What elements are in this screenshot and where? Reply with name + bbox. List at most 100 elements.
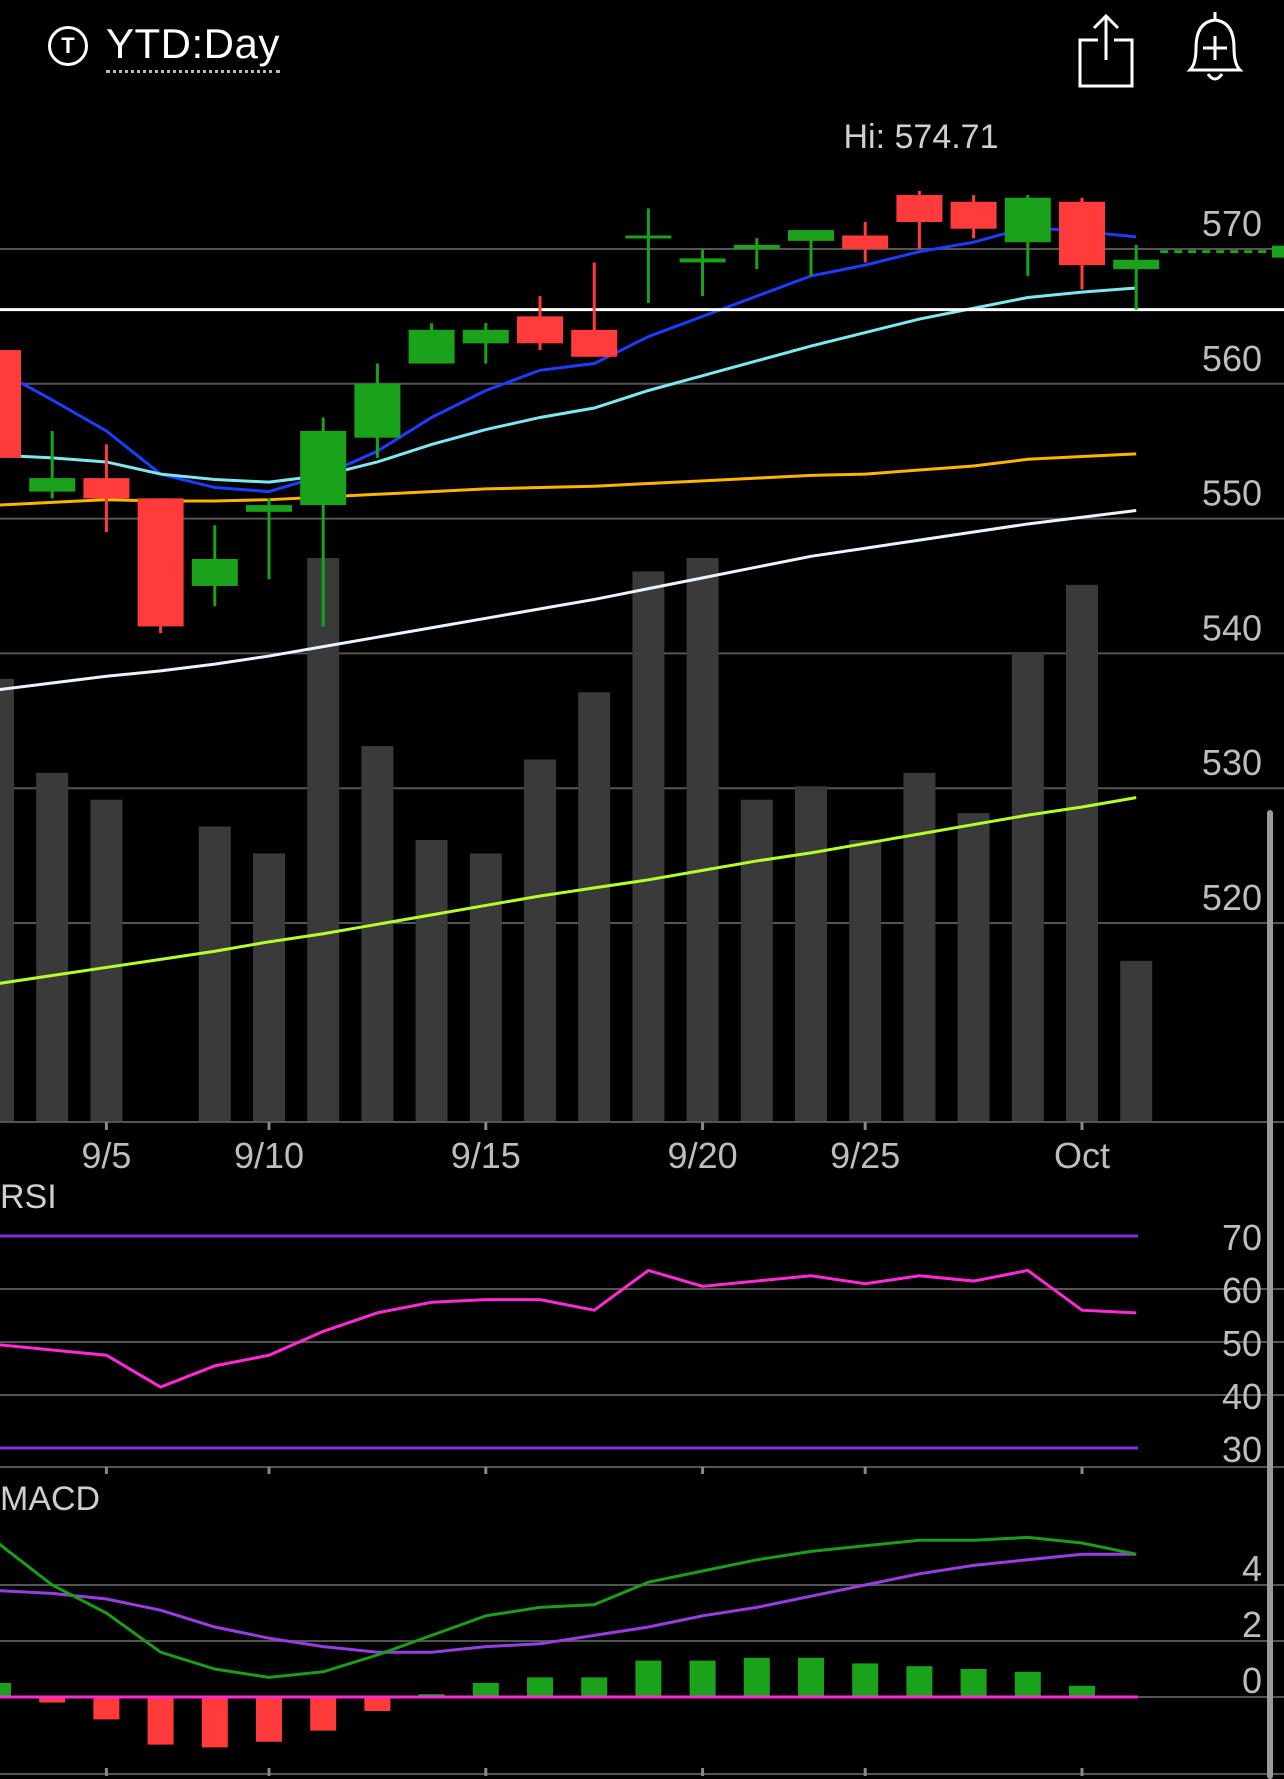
moving-average-line — [0, 452, 1137, 507]
x-axis-label: 9/25 — [830, 1135, 900, 1176]
candle-body — [191, 559, 238, 586]
volume-bar — [415, 840, 448, 1122]
high-price-label: Hi: 574.71 — [844, 118, 999, 156]
candle-body — [137, 498, 184, 627]
volume-bar — [361, 746, 394, 1122]
macd-histogram-bar — [472, 1683, 499, 1697]
macd-histogram-bar — [635, 1660, 662, 1697]
volume-bar — [740, 799, 773, 1122]
macd-title: MACD — [0, 1480, 100, 1518]
t-badge-icon[interactable]: T — [48, 26, 88, 66]
macd-histogram-bar — [689, 1660, 716, 1697]
volume-bar — [795, 786, 827, 1122]
candle-body — [1004, 197, 1051, 243]
volume-bar — [36, 772, 69, 1122]
rsi-axis-label: 60 — [1222, 1270, 1262, 1311]
candle-body — [29, 478, 76, 492]
price-axis-label: 560 — [1202, 338, 1262, 379]
candle-body — [83, 478, 130, 499]
rsi-title: RSI — [0, 1178, 57, 1216]
candle-body — [246, 505, 292, 512]
candle-body — [1113, 259, 1160, 270]
volume-bar — [903, 772, 936, 1122]
volume-bar — [1011, 652, 1044, 1122]
volume-bar — [0, 678, 14, 1122]
candle-body — [679, 258, 726, 263]
bell-plus-icon[interactable] — [1180, 8, 1250, 88]
volume-bar — [1120, 960, 1153, 1122]
candle-body — [300, 430, 347, 506]
macd-histogram-bar — [527, 1677, 553, 1697]
price-axis-label: 550 — [1202, 473, 1262, 514]
x-axis-label: 9/15 — [451, 1135, 521, 1176]
macd-histogram-bar — [852, 1663, 879, 1697]
macd-axis-label: 2 — [1242, 1604, 1262, 1645]
volume-bar — [957, 813, 990, 1122]
macd-histogram-bar — [581, 1677, 608, 1697]
candle-body — [788, 230, 834, 241]
volume-bar — [307, 558, 340, 1122]
moving-average-line — [0, 225, 1137, 494]
range-selector[interactable]: YTD:Day — [106, 20, 280, 73]
price-axis-label: 540 — [1202, 607, 1262, 648]
x-axis-label: Oct — [1054, 1135, 1110, 1176]
candle-body — [0, 350, 21, 458]
volume-bar — [686, 558, 719, 1122]
volume-bar — [90, 799, 123, 1122]
candle-body — [842, 235, 889, 249]
macd-histogram-bar — [93, 1697, 120, 1720]
macd-line — [0, 1535, 1137, 1679]
rsi-axis-label: 30 — [1222, 1429, 1262, 1470]
macd-histogram-bar — [39, 1697, 66, 1703]
macd-histogram-bar — [256, 1697, 282, 1742]
volume-bar — [632, 571, 665, 1122]
macd-histogram-bar — [201, 1697, 228, 1748]
candle-body — [571, 329, 618, 357]
rsi-axis-label: 70 — [1222, 1217, 1262, 1258]
candle-body — [462, 329, 509, 344]
volume-bar — [524, 759, 556, 1122]
macd-histogram-bar — [0, 1683, 11, 1697]
candle-body — [625, 235, 672, 239]
macd-histogram-bar — [960, 1669, 987, 1697]
macd-signal-line — [0, 1552, 1137, 1654]
volume-bar — [469, 853, 502, 1122]
macd-histogram-bar — [798, 1657, 824, 1697]
candle-body — [354, 383, 401, 438]
candle-body — [733, 244, 780, 249]
x-axis-label: 9/5 — [81, 1135, 131, 1176]
price-axis-label: 570 — [1202, 203, 1262, 244]
moving-average-line — [0, 286, 1137, 484]
moving-average-line — [0, 508, 1137, 692]
volume-bar — [1066, 584, 1098, 1122]
rsi-line — [0, 1268, 1137, 1389]
candle-body — [1059, 201, 1105, 266]
price-axis-label: 530 — [1202, 742, 1262, 783]
macd-histogram-bar — [147, 1697, 174, 1745]
rsi-axis-label: 50 — [1222, 1323, 1262, 1364]
share-icon[interactable] — [1076, 10, 1136, 90]
macd-histogram-bar — [1069, 1685, 1095, 1697]
volume-bar — [578, 692, 611, 1122]
last-price-marker — [1272, 245, 1284, 258]
price-axis-label: 520 — [1202, 877, 1262, 918]
x-axis-label: 9/10 — [234, 1135, 304, 1176]
candle-body — [950, 201, 997, 229]
volume-bar — [849, 840, 882, 1122]
macd-axis-label: 4 — [1242, 1548, 1262, 1589]
volume-bar — [198, 826, 231, 1122]
chart-header: T YTD:Day — [0, 0, 1284, 100]
scrollbar-thumb[interactable] — [1267, 810, 1273, 1779]
rsi-axis-label: 40 — [1222, 1376, 1262, 1417]
macd-histogram-bar — [364, 1697, 391, 1711]
macd-histogram-bar — [310, 1697, 337, 1731]
volume-bar — [253, 853, 285, 1122]
macd-histogram-bar — [1014, 1671, 1041, 1697]
macd-histogram-bar — [743, 1657, 770, 1697]
x-axis-label: 9/20 — [668, 1135, 738, 1176]
macd-axis-label: 0 — [1242, 1660, 1262, 1701]
moving-average-line — [0, 796, 1137, 985]
macd-histogram-bar — [906, 1666, 933, 1697]
candle-body — [517, 316, 563, 344]
